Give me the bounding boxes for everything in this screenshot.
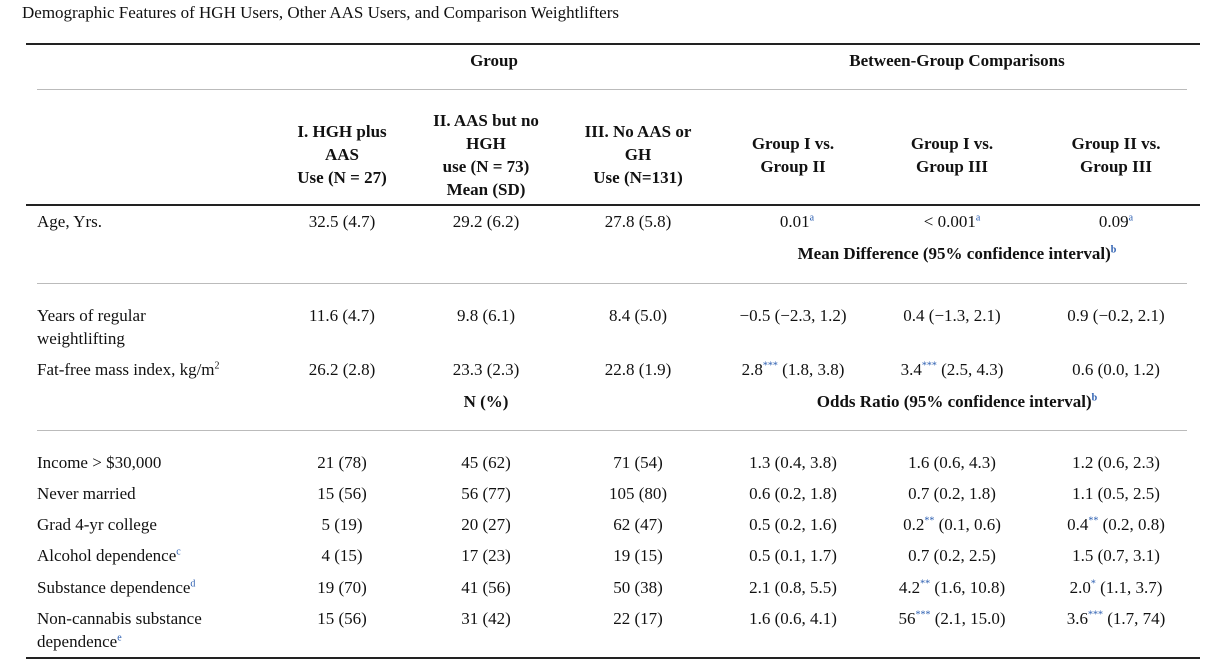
noncannabis-1-vs-3: 56*** (2.1, 15.0)	[898, 609, 1006, 628]
income-group-1: 21 (78)	[317, 453, 367, 472]
years-group-1: 11.6 (4.7)	[309, 306, 375, 325]
row-label-alcohol-dependence: Alcohol dependencec	[37, 546, 181, 565]
section-odds-ratio: Odds Ratio (95% confidence interval)b	[816, 392, 1098, 411]
header-col-group-3: III. No AAS or GH Use (N=131)	[584, 122, 692, 187]
years-1-vs-3: 0.4 (−1.3, 2.1)	[903, 306, 1001, 325]
alcohol-2-vs-3: 1.5 (0.7, 3.1)	[1072, 546, 1160, 565]
group-rule	[37, 89, 1187, 90]
row-label-substance-dependence: Substance dependenced	[37, 578, 196, 597]
row-label-grad-college: Grad 4-yr college	[37, 515, 157, 534]
ffmi-2-vs-3: 0.6 (0.0, 1.2)	[1072, 360, 1160, 379]
noncannabis-group-1: 15 (56)	[317, 609, 367, 628]
grad-1-vs-2: 0.5 (0.2, 1.6)	[749, 515, 837, 534]
header-col-1-vs-3: Group I vs. Group III	[910, 134, 994, 176]
alcohol-group-1: 4 (15)	[321, 546, 363, 565]
ffmi-1-vs-3: 3.4*** (2.5, 4.3)	[900, 360, 1004, 379]
age-group-2: 29.2 (6.2)	[452, 212, 520, 231]
substance-group-1: 19 (70)	[317, 578, 367, 597]
section-mean-difference: Mean Difference (95% confidence interval…	[797, 244, 1117, 263]
age-1-vs-2: 0.01a	[779, 212, 815, 231]
married-1-vs-3: 0.7 (0.2, 1.8)	[908, 484, 996, 503]
row-label-years-weightlifting: Years of regular weightlifting	[37, 306, 146, 348]
top-rule	[26, 43, 1200, 45]
grad-group-2: 20 (27)	[461, 515, 511, 534]
noncannabis-group-2: 31 (42)	[461, 609, 511, 628]
age-group-3: 27.8 (5.8)	[604, 212, 672, 231]
ffmi-group-1: 26.2 (2.8)	[308, 360, 376, 379]
header-rule	[26, 204, 1200, 206]
odds-ratio-rule	[37, 430, 1187, 431]
noncannabis-group-3: 22 (17)	[613, 609, 663, 628]
grad-1-vs-3: 0.2** (0.1, 0.6)	[903, 515, 1001, 534]
age-2-vs-3: 0.09a	[1098, 212, 1134, 231]
header-col-2-vs-3: Group II vs. Group III	[1071, 134, 1161, 176]
married-2-vs-3: 1.1 (0.5, 2.5)	[1072, 484, 1160, 503]
age-1-vs-3: < 0.001a	[923, 212, 981, 231]
noncannabis-2-vs-3: 3.6*** (1.7, 74)	[1066, 609, 1166, 628]
section-n-percent: N (%)	[463, 392, 509, 411]
row-label-ffmi: Fat-free mass index, kg/m2	[37, 360, 220, 379]
grad-group-3: 62 (47)	[613, 515, 663, 534]
mean-diff-rule	[37, 283, 1187, 284]
married-group-2: 56 (77)	[461, 484, 511, 503]
alcohol-group-3: 19 (15)	[613, 546, 663, 565]
substance-1-vs-2: 2.1 (0.8, 5.5)	[749, 578, 837, 597]
married-group-1: 15 (56)	[317, 484, 367, 503]
substance-group-3: 50 (38)	[613, 578, 663, 597]
years-2-vs-3: 0.9 (−0.2, 2.1)	[1067, 306, 1165, 325]
income-1-vs-2: 1.3 (0.4, 3.8)	[749, 453, 837, 472]
married-1-vs-2: 0.6 (0.2, 1.8)	[749, 484, 837, 503]
row-label-never-married: Never married	[37, 484, 136, 503]
alcohol-group-2: 17 (23)	[461, 546, 511, 565]
row-label-noncannabis-dependence: Non-cannabis substance dependencee	[37, 609, 202, 651]
age-group-1: 32.5 (4.7)	[308, 212, 376, 231]
table-caption: Demographic Features of HGH Users, Other…	[22, 3, 619, 22]
row-label-age: Age, Yrs.	[37, 212, 102, 231]
ffmi-group-3: 22.8 (1.9)	[604, 360, 672, 379]
substance-group-2: 41 (56)	[461, 578, 511, 597]
grad-2-vs-3: 0.4** (0.2, 0.8)	[1067, 515, 1165, 534]
noncannabis-1-vs-2: 1.6 (0.6, 4.1)	[749, 609, 837, 628]
income-1-vs-3: 1.6 (0.6, 4.3)	[908, 453, 996, 472]
header-col-1-vs-2: Group I vs. Group II	[751, 134, 835, 176]
grad-group-1: 5 (19)	[321, 515, 363, 534]
row-label-income: Income > $30,000	[37, 453, 162, 472]
years-group-2: 9.8 (6.1)	[456, 306, 516, 325]
header-group: Group	[470, 51, 518, 70]
header-col-group-1: I. HGH plus AAS Use (N = 27)	[297, 122, 387, 187]
substance-1-vs-3: 4.2** (1.6, 10.8)	[898, 578, 1006, 597]
ffmi-1-vs-2: 2.8*** (1.8, 3.8)	[741, 360, 845, 379]
income-2-vs-3: 1.2 (0.6, 2.3)	[1072, 453, 1160, 472]
income-group-3: 71 (54)	[613, 453, 663, 472]
substance-2-vs-3: 2.0* (1.1, 3.7)	[1069, 578, 1163, 597]
header-col-group-2: II. AAS but no HGH use (N = 73) Mean (SD)	[433, 111, 539, 199]
years-1-vs-2: −0.5 (−2.3, 1.2)	[739, 306, 847, 325]
ffmi-group-2: 23.3 (2.3)	[452, 360, 520, 379]
married-group-3: 105 (80)	[608, 484, 668, 503]
income-group-2: 45 (62)	[461, 453, 511, 472]
years-group-3: 8.4 (5.0)	[608, 306, 668, 325]
bottom-rule	[26, 657, 1200, 659]
alcohol-1-vs-3: 0.7 (0.2, 2.5)	[908, 546, 996, 565]
header-between-group: Between-Group Comparisons	[849, 51, 1065, 70]
alcohol-1-vs-2: 0.5 (0.1, 1.7)	[749, 546, 837, 565]
